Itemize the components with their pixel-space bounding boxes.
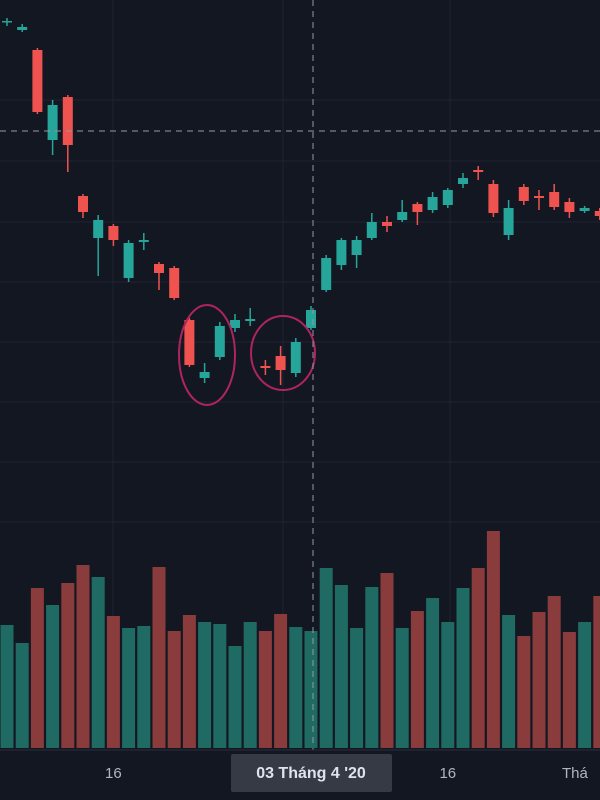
highlight-ellipse	[250, 315, 316, 391]
candle-body	[2, 21, 12, 23]
candle-body	[123, 243, 134, 278]
candle-body	[32, 50, 43, 112]
volume-bar	[532, 612, 546, 748]
candle-body	[290, 342, 301, 373]
volume-bar	[562, 632, 576, 748]
volume-bar	[46, 605, 60, 748]
candle-body	[534, 196, 544, 198]
volume-bar	[122, 628, 136, 748]
volume-bar	[471, 568, 485, 748]
volume-bar	[456, 588, 470, 748]
candle-body	[518, 187, 529, 201]
candle-body	[579, 208, 590, 211]
volume-bar	[0, 625, 14, 748]
crosshair-label: 03 Tháng 4 '20	[256, 765, 366, 782]
candle-body	[214, 326, 225, 357]
volume-bar	[274, 614, 288, 748]
volume-bar	[76, 565, 90, 748]
candle-body	[336, 240, 347, 265]
volume-bar	[228, 646, 242, 748]
volume-bar	[61, 583, 75, 748]
candle-body	[275, 356, 286, 370]
volume-bar	[441, 622, 455, 748]
volume-bar	[15, 643, 29, 748]
candle-body	[230, 320, 240, 328]
candle-body	[397, 212, 408, 220]
volume-bar	[106, 616, 120, 748]
volume-bar	[547, 596, 561, 748]
x-tick-label: 16	[105, 765, 122, 782]
volume-bar	[395, 628, 409, 748]
volume-bar	[578, 622, 592, 748]
highlight-ellipse	[178, 304, 236, 406]
volume-bar	[304, 631, 318, 748]
candle-body	[594, 211, 600, 216]
volume-bar	[198, 622, 212, 748]
volume-bar	[152, 567, 166, 748]
volume-bar	[182, 615, 196, 748]
volume-bar	[289, 627, 303, 748]
volume-bar	[213, 624, 227, 748]
candle-body	[427, 197, 438, 210]
candle-body	[366, 222, 377, 238]
candle-body	[458, 178, 468, 184]
candle-body	[17, 27, 28, 30]
volume-bar	[137, 626, 151, 748]
volume-bar	[486, 531, 500, 748]
candle-body	[442, 190, 453, 205]
volume-bar	[167, 631, 181, 748]
volume-bar	[258, 631, 272, 748]
candle-body	[108, 226, 119, 240]
volume-bar	[593, 596, 600, 748]
volume-bar	[350, 628, 364, 748]
candle-body	[473, 170, 484, 172]
x-tick-label: Thá	[562, 765, 589, 782]
candle-body	[245, 319, 256, 321]
candle-body	[138, 240, 149, 242]
volume-layer	[0, 531, 600, 748]
volume-bar	[334, 585, 348, 748]
candle-body	[47, 105, 58, 140]
volume-bar	[243, 622, 257, 748]
volume-bar	[517, 636, 531, 748]
candle-body	[503, 208, 514, 235]
candle-body	[260, 366, 271, 368]
candle-body	[184, 320, 195, 365]
volume-bar	[502, 615, 516, 748]
volume-bar	[30, 588, 44, 748]
volume-bar	[380, 573, 394, 748]
volume-bar	[91, 577, 105, 748]
volume-bar	[410, 611, 424, 748]
volume-bar	[426, 598, 440, 748]
crosshair-label-box	[231, 754, 392, 792]
candle-body	[412, 204, 423, 212]
candle-body	[321, 258, 332, 290]
candle-body	[306, 310, 316, 328]
candle-layer	[2, 18, 600, 385]
candle-body	[169, 268, 180, 298]
volume-bar	[319, 568, 333, 748]
candle-body	[93, 220, 104, 238]
candle-body	[62, 97, 73, 145]
candle-body	[549, 192, 560, 207]
candle-body	[488, 184, 499, 213]
candle-body	[78, 196, 88, 212]
candle-body	[564, 202, 575, 212]
x-tick-label: 16	[439, 765, 456, 782]
candle-body	[199, 372, 210, 378]
x-axis: 16 16 Thá	[105, 765, 588, 782]
candle-body	[351, 240, 362, 255]
candle-body	[382, 222, 392, 226]
volume-bar	[365, 587, 379, 748]
candle-body	[154, 264, 164, 273]
